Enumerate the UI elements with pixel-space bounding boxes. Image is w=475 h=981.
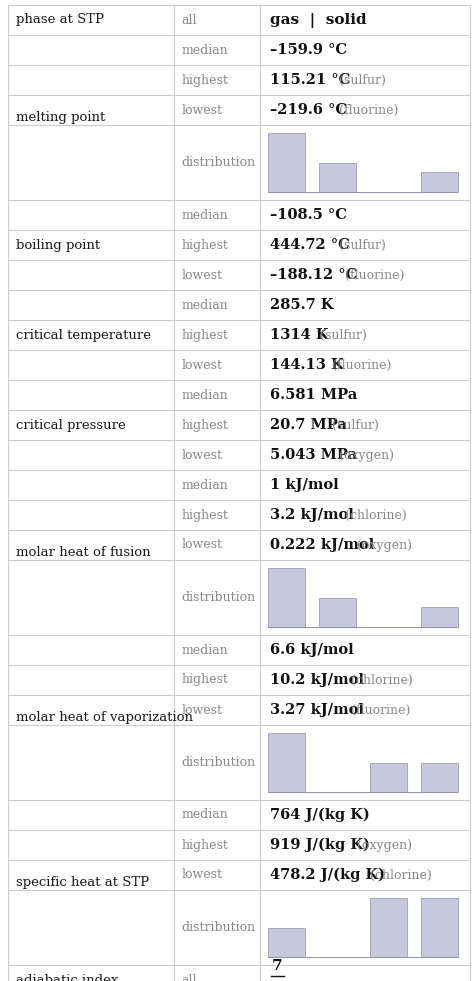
FancyBboxPatch shape [370,898,408,957]
Text: median: median [181,43,228,57]
Text: lowest: lowest [181,269,222,282]
Text: lowest: lowest [181,868,222,882]
Text: 10.2 kJ/mol: 10.2 kJ/mol [270,673,364,687]
FancyBboxPatch shape [421,173,458,192]
Text: median: median [181,644,228,656]
Text: (fluorine): (fluorine) [337,269,404,282]
Text: 20.7 MPa: 20.7 MPa [270,418,347,432]
Text: distribution: distribution [181,591,256,604]
Text: 115.21 °C: 115.21 °C [270,73,350,87]
FancyBboxPatch shape [370,762,408,792]
Text: (oxygen): (oxygen) [349,539,412,551]
Text: phase at STP: phase at STP [16,14,104,26]
Text: –159.9 °C: –159.9 °C [270,43,347,57]
Text: 1 kJ/mol: 1 kJ/mol [270,478,339,492]
Text: lowest: lowest [181,539,222,551]
Text: (oxygen): (oxygen) [349,839,412,852]
Text: distribution: distribution [181,921,256,934]
FancyBboxPatch shape [421,607,458,627]
Text: distribution: distribution [181,756,256,769]
Text: (chlorine): (chlorine) [337,508,407,522]
Text: adiabatic index: adiabatic index [16,973,118,981]
Text: molar heat of fusion: molar heat of fusion [16,546,151,559]
FancyBboxPatch shape [268,733,305,792]
Text: 3.2 kJ/mol: 3.2 kJ/mol [270,508,353,522]
Text: highest: highest [181,329,228,341]
Text: 144.13 K: 144.13 K [270,358,343,372]
Text: –108.5 °C: –108.5 °C [270,208,347,222]
Text: 1314 K: 1314 K [270,328,328,342]
Text: all: all [181,14,197,26]
Text: –219.6 °C: –219.6 °C [270,103,347,117]
Text: 919 J/(kg K): 919 J/(kg K) [270,838,370,852]
Text: median: median [181,479,228,491]
FancyBboxPatch shape [268,927,305,957]
Text: 5.043 MPa: 5.043 MPa [270,448,357,462]
Text: distribution: distribution [181,156,256,169]
Text: (fluorine): (fluorine) [324,358,392,372]
Text: 3.27 kJ/mol: 3.27 kJ/mol [270,703,364,717]
FancyBboxPatch shape [268,133,305,192]
FancyBboxPatch shape [268,568,305,627]
Text: highest: highest [181,74,228,86]
Text: median: median [181,388,228,401]
Text: highest: highest [181,674,228,687]
Text: highest: highest [181,508,228,522]
Text: highest: highest [181,238,228,251]
Text: 0.222 kJ/mol: 0.222 kJ/mol [270,538,374,552]
Text: highest: highest [181,419,228,432]
Text: (sulfur): (sulfur) [324,419,379,432]
Text: melting point: melting point [16,111,105,124]
Text: lowest: lowest [181,703,222,716]
Text: all: all [181,973,197,981]
Text: median: median [181,298,228,312]
Text: boiling point: boiling point [16,238,100,251]
Text: (fluorine): (fluorine) [343,703,410,716]
Text: (chlorine): (chlorine) [361,868,431,882]
Text: highest: highest [181,839,228,852]
Text: 285.7 K: 285.7 K [270,298,333,312]
Text: lowest: lowest [181,358,222,372]
FancyBboxPatch shape [319,597,356,627]
Text: specific heat at STP: specific heat at STP [16,876,149,889]
Text: 6.581 MPa: 6.581 MPa [270,388,357,402]
Text: (fluorine): (fluorine) [331,104,398,117]
FancyBboxPatch shape [421,762,458,792]
Text: 444.72 °C: 444.72 °C [270,238,350,252]
Text: median: median [181,808,228,821]
Text: (sulfur): (sulfur) [331,238,385,251]
Text: 764 J/(kg K): 764 J/(kg K) [270,807,370,822]
Text: lowest: lowest [181,448,222,461]
FancyBboxPatch shape [421,898,458,957]
FancyBboxPatch shape [319,163,356,192]
Text: 478.2 J/(kg K): 478.2 J/(kg K) [270,868,385,882]
Text: –188.12 °C: –188.12 °C [270,268,357,282]
Text: 7: 7 [272,959,282,973]
Text: lowest: lowest [181,104,222,117]
Text: median: median [181,209,228,222]
Text: gas  |  solid: gas | solid [270,13,366,27]
Text: critical pressure: critical pressure [16,419,126,432]
Text: (sulfur): (sulfur) [331,74,385,86]
Text: (oxygen): (oxygen) [331,448,394,461]
Text: molar heat of vaporization: molar heat of vaporization [16,711,193,724]
Text: 6.6 kJ/mol: 6.6 kJ/mol [270,643,353,657]
Text: (chlorine): (chlorine) [343,674,413,687]
Text: critical temperature: critical temperature [16,329,151,341]
Text: (sulfur): (sulfur) [312,329,367,341]
